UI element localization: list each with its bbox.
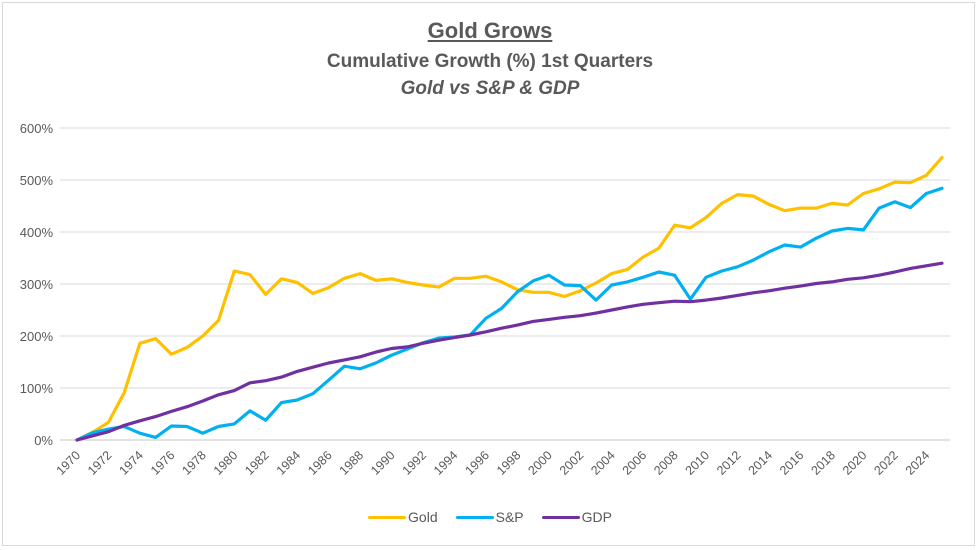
x-tick-label: 1976 (148, 448, 178, 478)
legend-swatch-sp (455, 515, 494, 519)
chart-subtitle-2: Gold vs S&P & GDP (400, 78, 580, 99)
x-tick-label: 2002 (557, 448, 587, 478)
x-tick-label: 1970 (54, 448, 84, 478)
x-tick-label: 2024 (903, 448, 933, 478)
y-tick-label: 300% (20, 277, 54, 292)
legend-label-sp: S&P (495, 509, 524, 525)
x-tick-label: 1984 (274, 448, 304, 478)
chart-title: Gold Grows (427, 18, 553, 43)
legend-label-gdp: GDP (581, 509, 612, 525)
series-line-sp (75, 186, 944, 442)
x-tick-label: 1994 (431, 448, 461, 478)
x-tick-label: 1982 (242, 448, 272, 478)
x-tick-label: 1996 (462, 448, 492, 478)
x-tick-label: 2016 (777, 448, 807, 478)
x-tick-label: 2014 (746, 448, 776, 478)
x-tick-label: 1974 (116, 448, 146, 478)
y-tick-label: 500% (20, 173, 54, 188)
x-tick-label: 2018 (808, 448, 838, 478)
y-tick-label: 200% (20, 329, 54, 344)
series-lines (75, 156, 944, 442)
x-tick-label: 1992 (400, 448, 430, 478)
x-tick-label: 2008 (651, 448, 681, 478)
x-tick-label: 1972 (85, 448, 115, 478)
y-tick-label: 0% (34, 433, 53, 448)
legend: Gold S&P GDP (0, 509, 980, 525)
x-tick-label: 2020 (840, 448, 870, 478)
x-tick-label: 2006 (620, 448, 650, 478)
x-tick-label: 2022 (871, 448, 901, 478)
legend-label-gold: Gold (408, 509, 438, 525)
chart-subtitle: Cumulative Growth (%) 1st Quarters (326, 51, 654, 72)
series-line-gdp (75, 261, 944, 442)
x-tick-label: 1980 (211, 448, 241, 478)
legend-swatch-gold (368, 515, 407, 519)
x-axis-ticks: 1970 1972 1974 1976 1978 1980 1982 1984 1986 1988… (54, 448, 933, 478)
legend-item-gold: Gold (368, 509, 438, 525)
legend-item-gdp: GDP (541, 509, 612, 525)
legend-swatch-gdp (541, 515, 580, 519)
x-tick-label: 2004 (588, 448, 618, 478)
y-tick-label: 400% (20, 225, 54, 240)
legend-item-sp: S&P (455, 509, 524, 525)
x-tick-label: 1988 (337, 448, 367, 478)
y-tick-label: 600% (20, 121, 54, 136)
y-axis-ticks: 0% 100% 200% 300% 400% 500% 600% (20, 121, 54, 448)
series-line-gold (75, 156, 944, 442)
x-tick-label: 1990 (368, 448, 398, 478)
x-tick-label: 1986 (305, 448, 335, 478)
y-tick-label: 100% (20, 381, 54, 396)
gridlines (60, 127, 950, 441)
x-tick-label: 1978 (179, 448, 209, 478)
x-tick-label: 2010 (683, 448, 713, 478)
x-tick-label: 2012 (714, 448, 744, 478)
x-tick-label: 2000 (525, 448, 555, 478)
x-tick-label: 1998 (494, 448, 524, 478)
